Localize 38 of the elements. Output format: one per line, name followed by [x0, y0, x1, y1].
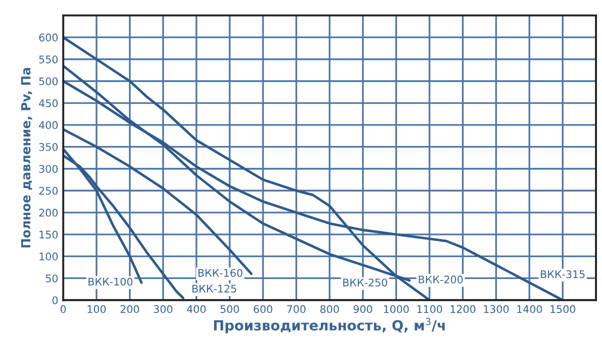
- y-tick-label: 250: [39, 186, 58, 195]
- series-label: ВКК-250: [343, 278, 388, 286]
- x-tick-label: 100: [88, 305, 106, 314]
- y-tick-label: 550: [39, 55, 58, 64]
- series-label: ВКК-200: [418, 276, 463, 284]
- y-tick-label: 200: [39, 208, 58, 217]
- x-tick-label: 1200: [450, 305, 476, 314]
- x-tick-label: 800: [320, 305, 339, 314]
- x-tick-label: 1500: [550, 305, 576, 314]
- x-tick-label: 300: [154, 305, 172, 314]
- x-tick-label: 1400: [517, 305, 542, 314]
- x-tick-label: 1100: [417, 305, 442, 314]
- x-tick-label: 0: [60, 305, 66, 314]
- y-tick-label: 400: [38, 121, 58, 130]
- y-axis-title: Полное давление, Pv, Па: [21, 68, 32, 248]
- y-tick-label: 0: [52, 296, 58, 304]
- y-tick-label: 50: [46, 274, 58, 282]
- x-tick-label: 700: [287, 305, 306, 314]
- line-series: [63, 128, 253, 276]
- x-tick-label: 1000: [384, 305, 409, 314]
- x-tick-label: 500: [220, 305, 239, 314]
- series-label: ВКК-100: [88, 278, 132, 286]
- series-label: ВКК-160: [198, 268, 242, 277]
- y-tick-label: 150: [40, 230, 58, 239]
- x-tick-label: 600: [254, 305, 272, 314]
- y-tick-label: 450: [38, 99, 58, 108]
- y-tick-label: 350: [39, 143, 58, 151]
- x-tick-label: 900: [354, 305, 372, 314]
- y-tick-label: 100: [40, 252, 58, 260]
- y-tick-label: 600: [39, 34, 58, 42]
- x-tick-label: 1300: [484, 305, 509, 314]
- series-label: ВКК-315: [540, 270, 585, 278]
- series-label: ВКК-125: [192, 284, 236, 293]
- x-axis-title: Производительность, Q, м$^{3}$/ч: [214, 318, 445, 334]
- x-tick-label: 200: [120, 305, 140, 314]
- x-tick-label: 400: [186, 305, 206, 314]
- y-tick-label: 500: [39, 77, 58, 86]
- y-tick-label: 300: [39, 164, 58, 173]
